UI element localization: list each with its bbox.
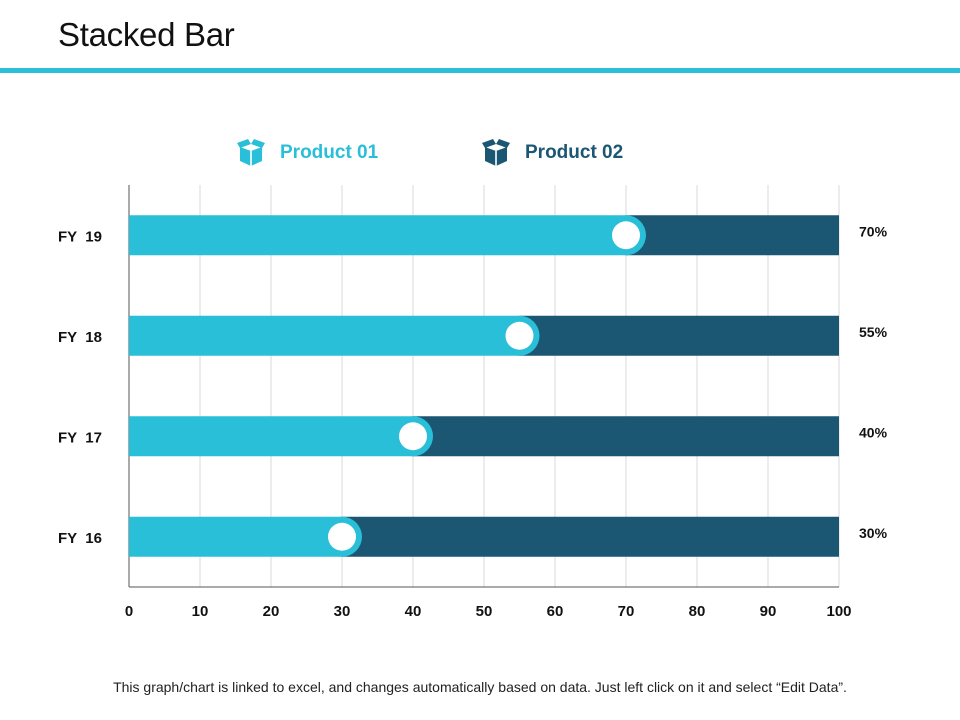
x-tick-label: 60 (547, 603, 564, 620)
legend-label: Product 01 (280, 142, 379, 163)
legend-item-product-01[interactable]: Product 01 (236, 136, 378, 170)
data-label: 70% (859, 223, 888, 239)
category-label: FY 17 (58, 429, 102, 446)
title-divider (0, 68, 960, 73)
x-tick-label: 80 (689, 603, 706, 620)
footnote: This graph/chart is linked to excel, and… (113, 679, 847, 695)
bar-product-01[interactable] (129, 215, 626, 256)
x-tick-label: 100 (826, 603, 851, 620)
bar-product-02[interactable] (626, 215, 839, 256)
category-label: FY 16 (58, 530, 102, 547)
legend-label: Product 02 (525, 142, 624, 163)
x-tick-label: 10 (192, 603, 209, 620)
bar-product-02[interactable] (342, 516, 839, 557)
legend-item-product-02[interactable]: Product 02 (481, 136, 623, 170)
box-icon (482, 139, 510, 166)
bar-marker[interactable] (505, 321, 534, 350)
bar-product-01[interactable] (129, 516, 342, 557)
x-tick-label: 30 (334, 603, 351, 620)
x-tick-label: 40 (405, 603, 422, 620)
bar-marker[interactable] (399, 422, 427, 451)
bar-product-02[interactable] (519, 315, 840, 356)
box-icon (237, 139, 265, 166)
x-tick-label: 20 (263, 603, 280, 620)
x-tick-label: 0 (125, 603, 133, 620)
bar-product-02[interactable] (413, 416, 839, 457)
x-tick-label: 70 (618, 603, 635, 620)
page-title: Stacked Bar (58, 16, 235, 53)
bar-product-01[interactable] (129, 416, 413, 457)
x-tick-label: 50 (476, 603, 493, 620)
bar-product-01[interactable] (129, 315, 520, 356)
x-tick-label: 90 (760, 603, 777, 620)
bar-marker[interactable] (612, 221, 640, 250)
category-label: FY 19 (58, 228, 102, 245)
data-label: 55% (859, 324, 888, 340)
bar-marker[interactable] (328, 522, 356, 551)
data-label: 30% (859, 525, 888, 541)
category-label: FY 18 (58, 329, 102, 346)
data-label: 40% (859, 424, 888, 440)
